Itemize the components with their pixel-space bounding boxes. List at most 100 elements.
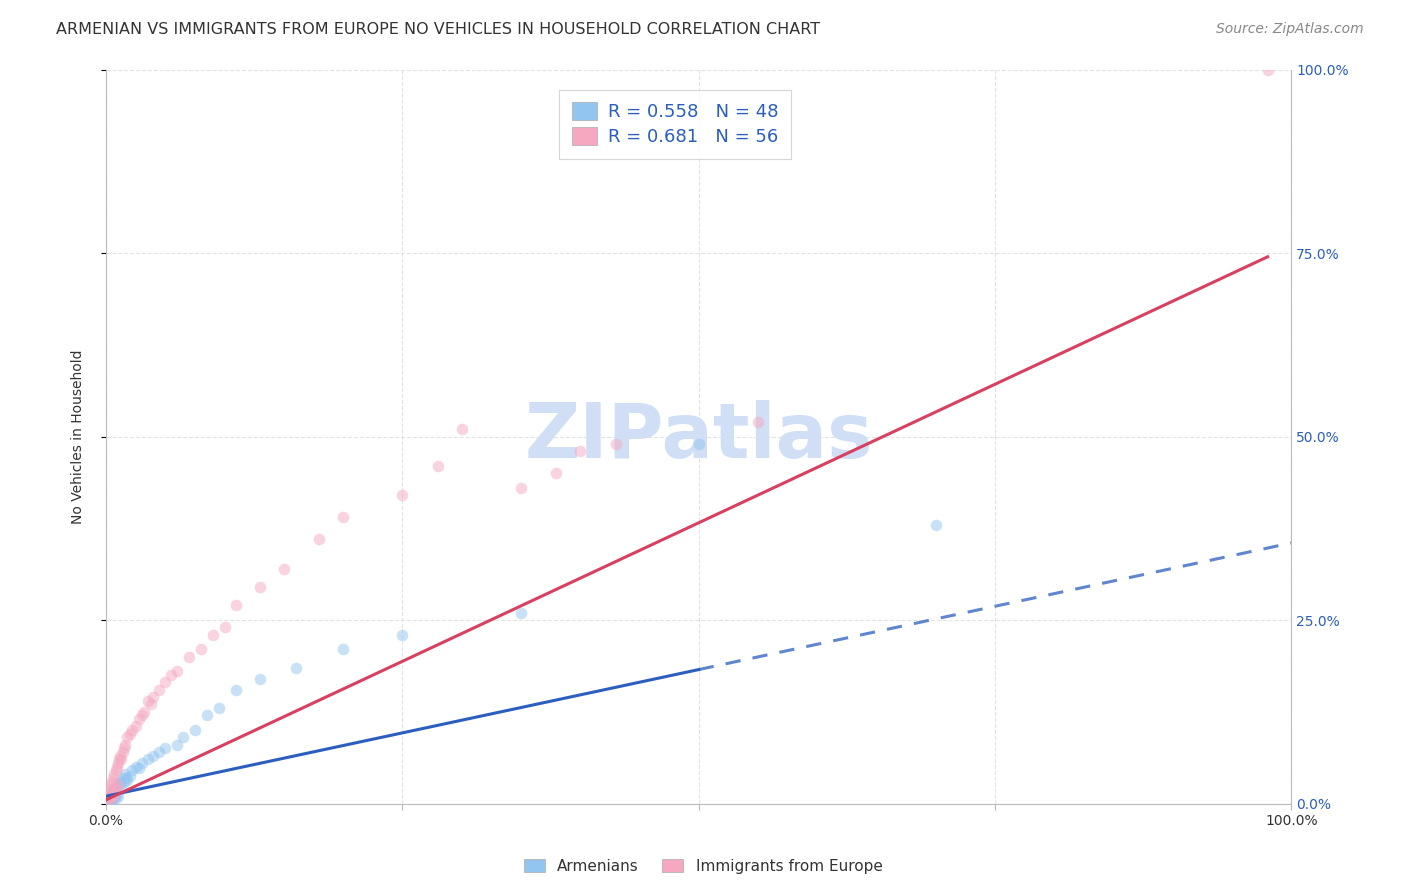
Point [148,682,170,697]
Point [391,628,413,642]
Point [148,745,170,759]
Point [125,760,148,774]
Point [105,760,128,774]
Point [131,708,153,723]
Point [104,781,127,796]
Point [108,776,131,790]
Point [118,769,141,783]
Point [121,723,143,738]
Point [97,790,120,805]
Point [107,778,129,792]
Text: ZIPatlas: ZIPatlas [524,400,873,474]
Point [107,789,129,804]
Point [139,698,162,712]
Point [96,793,118,807]
Point [101,794,124,808]
Point [108,752,131,766]
Point [101,774,124,789]
Point [184,723,207,738]
Point [117,772,139,787]
Point [117,731,139,745]
Point [114,738,136,752]
Point [426,458,449,473]
Text: Source: ZipAtlas.com: Source: ZipAtlas.com [1216,22,1364,37]
Point [131,756,153,771]
Point [546,467,568,481]
Point [128,712,150,726]
Point [104,780,127,795]
Point [97,793,120,807]
Point [100,778,122,792]
Point [115,771,138,785]
Point [98,793,121,807]
Point [201,628,224,642]
Point [160,668,183,682]
Point [142,748,165,763]
Point [105,785,128,799]
Legend: Armenians, Immigrants from Europe: Armenians, Immigrants from Europe [517,853,889,880]
Point [225,599,247,613]
Point [166,738,188,752]
Point [332,642,354,657]
Point [111,771,134,785]
Point [98,789,121,804]
Point [155,741,177,756]
Point [509,481,531,495]
Point [110,778,132,792]
Point [190,642,212,657]
Point [155,675,177,690]
Point [112,774,135,789]
Point [172,731,194,745]
Point [103,767,125,781]
Point [97,794,120,808]
Point [195,708,218,723]
Point [249,580,271,594]
Point [100,788,122,802]
Point [103,788,125,802]
Point [107,778,129,792]
Point [747,415,769,429]
Point [142,690,165,705]
Point [110,752,132,766]
Point [103,783,125,797]
Point [103,789,125,804]
Point [103,781,125,796]
Legend: R = 0.558   N = 48, R = 0.681   N = 56: R = 0.558 N = 48, R = 0.681 N = 56 [560,89,792,159]
Point [103,771,125,785]
Point [569,444,592,458]
Point [114,767,136,781]
Point [103,783,125,797]
Point [1257,62,1279,77]
Point [273,562,295,576]
Point [177,649,200,664]
Point [121,764,143,778]
Point [104,764,127,778]
Point [166,665,188,679]
Point [225,682,247,697]
Point [688,437,710,451]
Point [112,741,135,756]
Point [100,788,122,802]
Point [98,781,121,796]
Point [118,727,141,741]
Point [128,761,150,775]
Point [100,791,122,805]
Point [308,533,330,547]
Point [110,774,132,789]
Point [450,422,472,436]
Point [110,748,132,763]
Point [391,488,413,502]
Point [208,701,231,715]
Point [136,752,159,766]
Point [509,606,531,620]
Point [925,517,948,532]
Y-axis label: No Vehicles in Household: No Vehicles in Household [72,350,86,524]
Point [104,790,127,805]
Point [332,510,354,524]
Point [284,661,307,675]
Point [101,785,124,799]
Point [249,672,271,686]
Point [605,437,627,451]
Point [98,789,121,804]
Text: ARMENIAN VS IMMIGRANTS FROM EUROPE NO VEHICLES IN HOUSEHOLD CORRELATION CHART: ARMENIAN VS IMMIGRANTS FROM EUROPE NO VE… [56,22,820,37]
